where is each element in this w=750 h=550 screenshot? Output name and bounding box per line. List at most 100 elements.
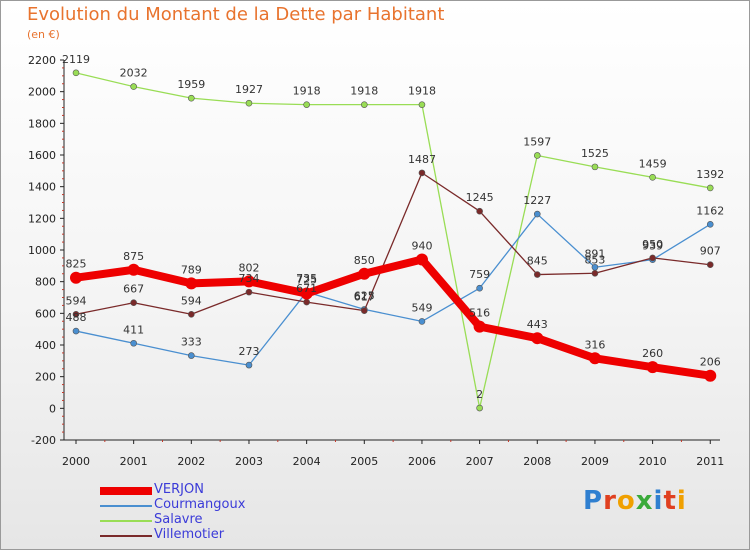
data-point-courmangoux (533, 210, 541, 218)
data-point-verjon (531, 332, 544, 345)
data-label-salavre: 1918 (293, 85, 321, 98)
data-label-verjon: 443 (527, 318, 548, 331)
data-point-courmangoux (706, 221, 714, 228)
data-label-salavre: 2119 (62, 53, 90, 66)
data-point-villemotier (591, 269, 599, 277)
x-tick-label: 2010 (639, 455, 667, 468)
x-tick-label: 2000 (62, 455, 90, 468)
data-label-courmangoux: 735 (296, 272, 317, 285)
data-point-salavre (591, 163, 599, 171)
data-label-verjon: 802 (238, 261, 259, 274)
x-tick-label: 2006 (408, 455, 436, 468)
data-label-salavre: 1927 (235, 83, 263, 96)
logo-letter: i (653, 486, 664, 516)
data-label-verjon: 516 (469, 307, 490, 320)
y-tick-label: 200 (35, 371, 56, 384)
legend-swatch (100, 487, 152, 495)
legend-label: VERJON (154, 482, 204, 497)
chart-subtitle: (en €) (27, 28, 60, 41)
data-label-salavre: 1392 (696, 168, 724, 181)
data-label-verjon: 725 (296, 274, 317, 287)
data-label-villemotier: 734 (238, 272, 259, 285)
data-label-courmangoux: 488 (66, 311, 87, 324)
y-tick-label: 2000 (28, 86, 56, 99)
data-point-verjon (185, 277, 198, 290)
data-label-courmangoux: 333 (181, 336, 202, 349)
data-point-villemotier (188, 310, 195, 318)
x-tick-label: 2005 (350, 455, 378, 468)
data-label-salavre: 2032 (120, 67, 148, 80)
data-point-courmangoux (476, 284, 483, 292)
data-label-courmangoux: 759 (469, 268, 490, 281)
data-point-villemotier (72, 310, 80, 318)
y-tick-label: -200 (31, 434, 56, 447)
logo-letter: i (676, 486, 687, 516)
data-point-salavre (418, 101, 426, 108)
data-point-villemotier (418, 169, 426, 177)
data-point-verjon (127, 263, 140, 276)
data-label-villemotier: 617 (354, 291, 375, 304)
legend-item-villemotier: Villemotier (100, 527, 320, 543)
data-label-salavre: 1459 (639, 157, 667, 170)
data-point-verjon (415, 253, 428, 266)
x-tick-label: 2002 (177, 455, 205, 468)
y-tick-label: 400 (35, 339, 56, 352)
data-point-salavre (130, 83, 137, 90)
series-line-courmangoux (75, 213, 711, 366)
legend-label: Salavre (154, 512, 203, 527)
x-tick-label: 2007 (466, 455, 494, 468)
data-point-villemotier (360, 307, 368, 314)
x-tick-label: 2009 (581, 455, 609, 468)
data-point-verjon (704, 369, 717, 382)
legend-label: Courmangoux (154, 497, 246, 512)
legend-swatch (100, 505, 152, 507)
data-label-villemotier: 1487 (408, 153, 436, 166)
y-tick-label: 1800 (28, 117, 56, 130)
data-point-salavre (303, 101, 310, 108)
data-point-villemotier (476, 207, 483, 215)
data-label-courmangoux: 1227 (523, 194, 551, 207)
logo-letter: x (635, 486, 654, 516)
data-point-villemotier (303, 298, 310, 306)
data-label-courmangoux: 891 (584, 247, 605, 260)
logo-letter: P (583, 486, 604, 516)
series-line-salavre (75, 72, 711, 409)
legend-item-salavre: Salavre (100, 512, 320, 528)
x-tick-label: 2004 (293, 455, 321, 468)
legend-swatch (100, 535, 152, 537)
data-label-verjon: 850 (354, 254, 375, 267)
data-point-salavre (706, 184, 714, 192)
data-point-villemotier (649, 254, 656, 262)
y-tick-label: 800 (35, 276, 56, 289)
x-tick-label: 2008 (523, 455, 551, 468)
data-point-villemotier (706, 261, 714, 269)
x-tick-label: 2001 (120, 455, 148, 468)
data-label-villemotier: 845 (527, 255, 548, 268)
logo-letter: t (663, 486, 677, 516)
data-point-salavre (360, 101, 368, 108)
data-label-verjon: 206 (700, 356, 721, 369)
data-label-salavre: 1918 (408, 85, 436, 98)
data-label-salavre: 1959 (177, 78, 205, 91)
legend-label: Villemotier (154, 527, 225, 542)
data-point-verjon (300, 287, 313, 300)
data-point-salavre (72, 69, 80, 77)
data-point-salavre (188, 94, 195, 102)
data-label-salavre: 1525 (581, 147, 609, 160)
data-label-verjon: 825 (66, 258, 87, 271)
data-point-verjon (242, 275, 255, 288)
data-point-verjon (588, 352, 601, 365)
data-point-courmangoux (72, 327, 80, 335)
data-label-verjon: 260 (642, 347, 663, 360)
y-tick-label: 1200 (28, 212, 56, 225)
data-label-villemotier: 667 (123, 283, 144, 296)
data-point-villemotier (533, 271, 541, 278)
x-tick-label: 2011 (696, 455, 724, 468)
data-label-courmangoux: 549 (411, 301, 432, 314)
data-point-salavre (533, 152, 541, 159)
data-point-verjon (473, 320, 486, 333)
logo-letter: r (603, 486, 617, 516)
data-point-courmangoux (245, 361, 253, 369)
data-label-salavre: 1918 (350, 85, 378, 98)
